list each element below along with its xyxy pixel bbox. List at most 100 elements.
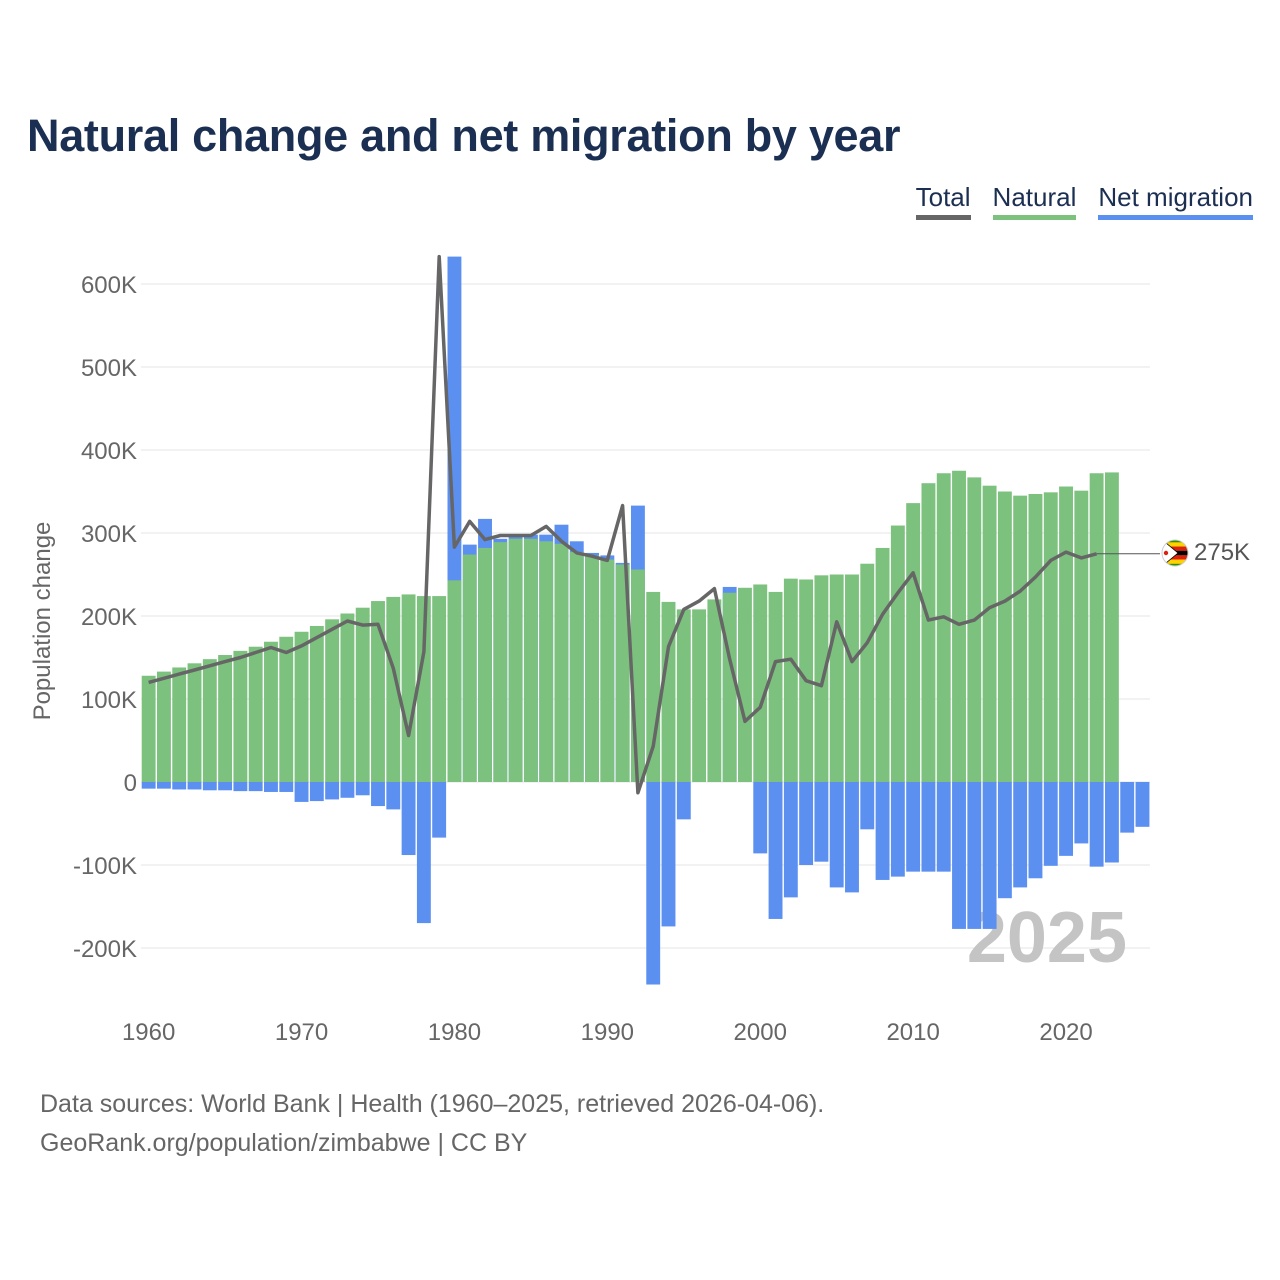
natural-bar (768, 591, 783, 782)
legend-item-natural[interactable]: Natural (992, 182, 1077, 220)
net-migration-bar (416, 782, 431, 924)
net-migration-bar (386, 782, 401, 810)
natural-bar (309, 625, 324, 782)
natural-bar (600, 559, 615, 782)
natural-bar (523, 538, 538, 782)
net-migration-bar (1074, 782, 1089, 844)
natural-bar (569, 552, 584, 782)
attribution-link[interactable]: GeoRank.org/population/zimbabwe | CC BY (40, 1129, 528, 1157)
legend-item-net-migration[interactable]: Net migration (1098, 182, 1253, 220)
net-migration-bar (1120, 782, 1135, 833)
net-migration-bar (309, 782, 324, 802)
natural-bar (371, 601, 385, 782)
x-axis-ticks: 1960 1970 1980 1990 2000 2010 2020 (122, 1019, 1093, 1046)
x-tick-label: 2010 (886, 1019, 939, 1046)
natural-bar (493, 542, 508, 782)
natural-bar (355, 607, 370, 782)
y-tick-label: 600K (81, 272, 137, 299)
net-migration-bar (264, 782, 278, 792)
net-migration-bar (355, 782, 370, 796)
net-migration-bar (233, 782, 248, 792)
net-migration-bar (1028, 782, 1043, 879)
natural-bar (615, 564, 630, 782)
natural-bar (860, 563, 875, 782)
natural-bar (952, 470, 966, 782)
chart-legend: Total Natural Net migration (915, 182, 1253, 220)
natural-bar (187, 663, 202, 782)
natural-bar (845, 574, 859, 782)
x-tick-label: 2020 (1039, 1019, 1092, 1046)
natural-bar (692, 609, 707, 782)
natural-bar (1043, 492, 1058, 782)
net-migration-bar (401, 782, 416, 856)
natural-bar (1089, 473, 1104, 782)
x-tick-label: 1970 (275, 1019, 328, 1046)
natural-bar (906, 503, 921, 782)
natural-bar (264, 641, 278, 782)
x-tick-label: 1990 (581, 1019, 634, 1046)
natural-bar (554, 543, 569, 782)
x-tick-label: 1980 (428, 1019, 481, 1046)
natural-bar (279, 636, 294, 782)
natural-bar (156, 671, 171, 782)
net-migration-bar (156, 782, 171, 789)
y-tick-label: 200K (81, 604, 137, 631)
net-migration-bar (325, 782, 340, 800)
y-tick-label: 400K (81, 438, 137, 465)
chart-plot: -200K -100K 0 100K 200K 300K 400K 500K 600K 1960… (29, 254, 1250, 1046)
natural-bar (646, 591, 661, 782)
legend-item-total[interactable]: Total (915, 182, 971, 220)
net-migration-bar (860, 782, 875, 830)
x-tick-label: 2000 (734, 1019, 787, 1046)
net-migration-bar (1059, 782, 1073, 856)
natural-bar (386, 596, 401, 782)
net-migration-bar (829, 782, 844, 888)
total-line (148, 254, 1098, 795)
net-migration-bar (1013, 782, 1028, 888)
natural-bar (890, 525, 905, 782)
net-migration-bar (982, 782, 997, 929)
natural-bar (172, 667, 187, 782)
chart-title: Natural change and net migration by year (27, 110, 901, 161)
net-migration-bar (676, 782, 691, 820)
natural-bar (875, 547, 890, 782)
net-migration-bar (875, 782, 890, 880)
natural-bar (508, 538, 523, 782)
natural-bar (936, 473, 951, 782)
natural-bar (997, 491, 1012, 782)
net-migration-bar (997, 782, 1012, 899)
total-line-path (148, 254, 1098, 795)
net-migration-bar (279, 782, 294, 792)
natural-bar (248, 646, 263, 782)
net-migration-bar (921, 782, 936, 872)
net-migration-bar (371, 782, 385, 807)
net-migration-bar (952, 782, 966, 929)
net-migration-bar (172, 782, 187, 790)
y-tick-label: -100K (73, 853, 137, 880)
net-migration-bar (187, 782, 202, 790)
y-axis-ticks: -200K -100K 0 100K 200K 300K 400K 500K 600K (73, 272, 137, 963)
natural-bar (1013, 495, 1028, 782)
natural-bar (707, 599, 722, 782)
net-migration-bar (646, 782, 661, 985)
net-migration-bar (661, 782, 676, 927)
natural-bar (753, 584, 768, 782)
net-migration-bar (1104, 782, 1119, 863)
natural-bar (676, 609, 691, 782)
natural-bar (1104, 472, 1119, 782)
net-migration-bar (845, 782, 859, 893)
y-axis-label: Population change (29, 522, 56, 721)
natural-bar (539, 541, 554, 782)
natural-bar (982, 485, 997, 782)
natural-bar (478, 547, 492, 782)
y-tick-label: 300K (81, 521, 137, 548)
natural-bar (432, 596, 447, 782)
net-migration-bar (936, 782, 951, 872)
natural-bar (1074, 490, 1089, 782)
net-migration-bar (799, 782, 814, 865)
natural-bar (340, 613, 355, 782)
natural-bar (1028, 493, 1043, 782)
net-migration-bar (890, 782, 905, 877)
natural-bar (1059, 486, 1073, 782)
y-tick-label: -200K (73, 936, 137, 963)
